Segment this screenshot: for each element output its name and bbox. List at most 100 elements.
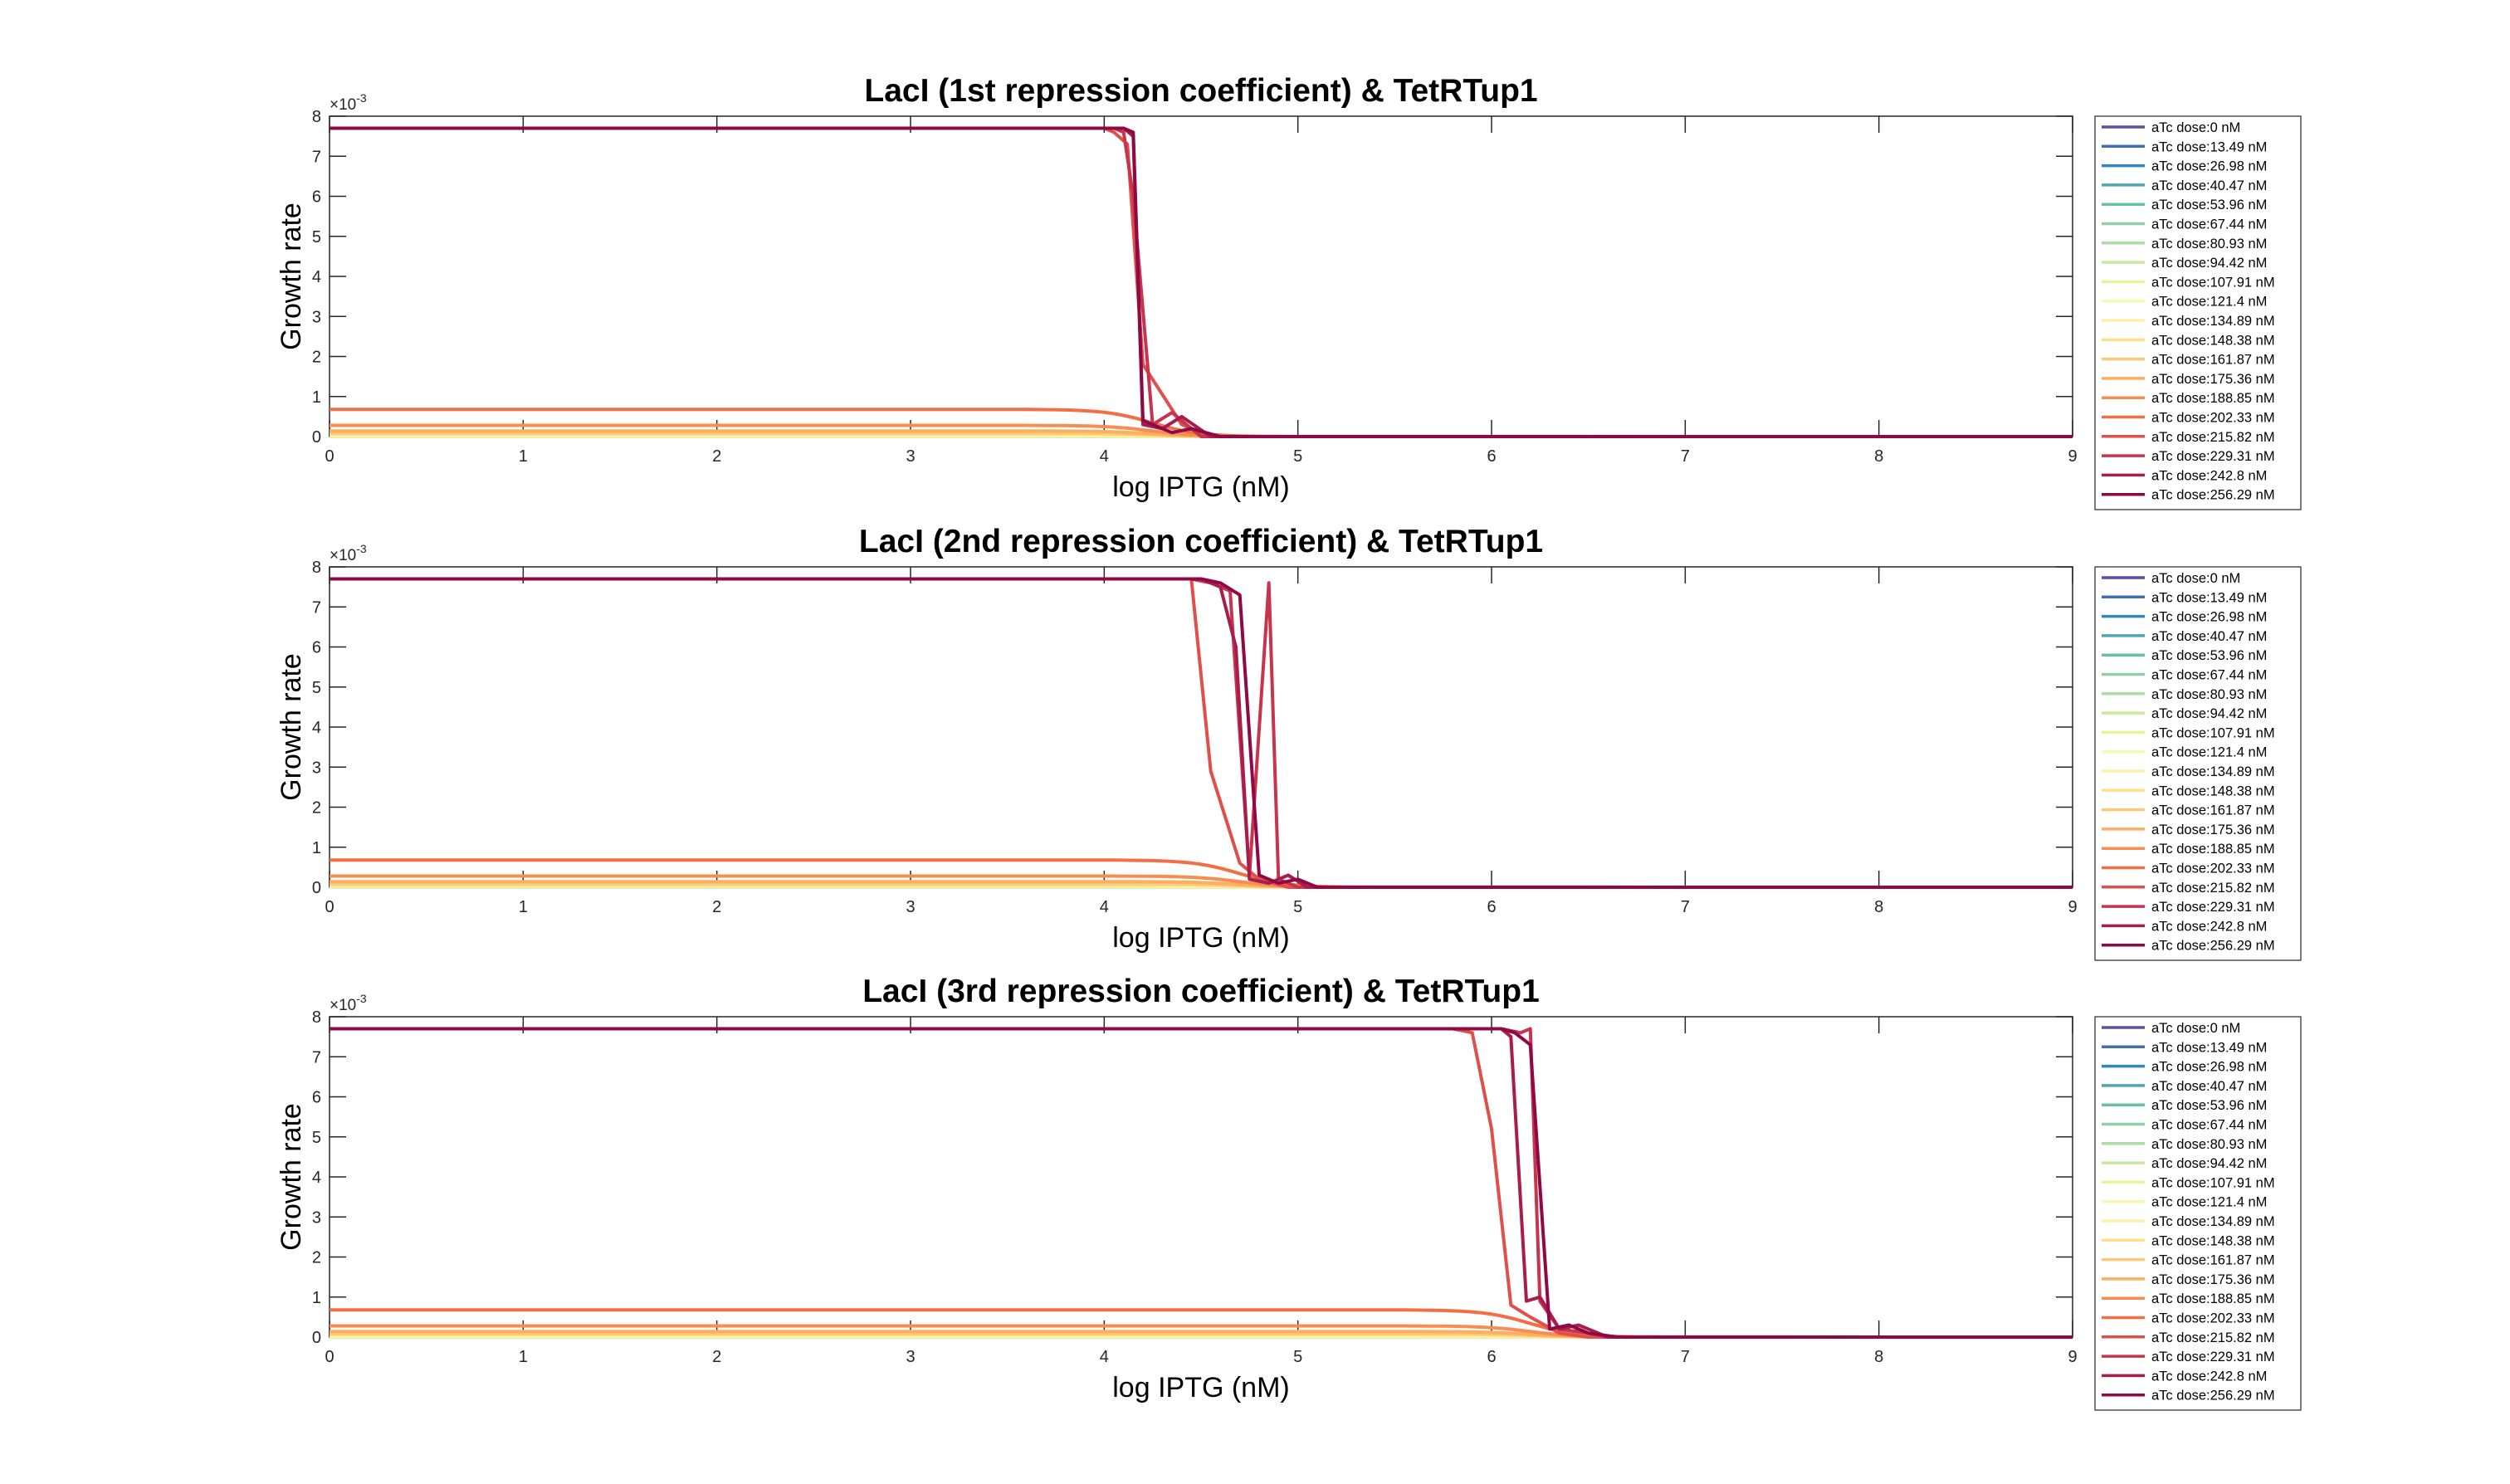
y-tick-label: 8: [312, 108, 321, 126]
x-tick-label: 9: [2068, 1348, 2077, 1366]
x-tick-label: 1: [519, 1348, 528, 1366]
x-tick-label: 8: [1874, 898, 1883, 916]
y-tick-label: 7: [312, 598, 321, 617]
x-tick-label: 5: [1293, 1348, 1302, 1366]
legend-entry: aTc dose:215.82 nM: [2151, 430, 2275, 445]
chart-panel-3: LacI (3rd repression coefficient) & TetR…: [276, 974, 2302, 1411]
legend-box: [2094, 115, 2302, 510]
y-tick-label: 4: [312, 719, 321, 737]
legend-entry: aTc dose:0 nM: [2151, 1021, 2240, 1036]
x-tick-label: 3: [906, 898, 915, 916]
legend-entry: aTc dose:26.98 nM: [2151, 610, 2267, 625]
x-tick-label: 5: [1293, 447, 1302, 466]
x-tick-label: 0: [325, 898, 334, 916]
legend-entry: aTc dose:161.87 nM: [2151, 1253, 2275, 1268]
x-tick-label: 0: [325, 447, 334, 466]
legend-entry: aTc dose:53.96 nM: [2151, 648, 2267, 663]
legend-entry: aTc dose:229.31 nM: [2151, 449, 2275, 464]
y-exponent-label: ×10-3: [330, 542, 367, 564]
legend-entry: aTc dose:80.93 nM: [2151, 1137, 2267, 1152]
legend: aTc dose:0 nM aTc dose:13.49 nM aTc dose:2…: [2094, 566, 2302, 961]
legend-entry: aTc dose:188.85 nM: [2151, 391, 2275, 406]
legend-entry: aTc dose:229.31 nM: [2151, 1350, 2275, 1364]
y-tick-label: 1: [312, 839, 321, 857]
legend-entry: aTc dose:175.36 nM: [2151, 823, 2275, 837]
legend-entry: aTc dose:256.29 nM: [2151, 488, 2275, 503]
legend-entry: aTc dose:94.42 nM: [2151, 706, 2267, 721]
series-lines: [329, 126, 2073, 438]
legend-entry: aTc dose:121.4 nM: [2151, 1195, 2267, 1210]
y-tick-label: 2: [312, 799, 321, 818]
legend-entry: aTc dose:229.31 nM: [2151, 900, 2275, 915]
x-tick-label: 1: [519, 447, 528, 466]
y-tick-label: 0: [312, 428, 321, 447]
y-tick-label: 7: [312, 148, 321, 166]
y-tick-label: 8: [312, 559, 321, 577]
legend-entry: aTc dose:242.8 nM: [2151, 468, 2267, 483]
chart-panel-1: LacI (1st repression coefficient) & TetR…: [276, 73, 2302, 510]
y-tick-label: 6: [312, 188, 321, 207]
y-axis-label: Growth rate: [276, 203, 307, 350]
legend-entry: aTc dose:13.49 nM: [2151, 139, 2267, 154]
x-axis-label: log IPTG (nM): [1112, 471, 1289, 503]
y-tick-label: 2: [312, 1249, 321, 1267]
legend-entry: aTc dose:107.91 nM: [2151, 275, 2275, 290]
y-tick-label: 1: [312, 388, 321, 407]
legend-entry: aTc dose:148.38 nM: [2151, 1233, 2275, 1248]
legend-entry: aTc dose:202.33 nM: [2151, 1311, 2275, 1326]
legend-entry: aTc dose:40.47 nM: [2151, 629, 2267, 644]
y-exponent-label: ×10-3: [330, 91, 367, 114]
y-exponent-value: -3: [356, 992, 367, 1005]
y-tick-label: 6: [312, 1089, 321, 1107]
series-lines: [329, 577, 2073, 889]
legend-entry: aTc dose:188.85 nM: [2151, 1291, 2275, 1306]
legend-entry: aTc dose:94.42 nM: [2151, 256, 2267, 271]
legend-entry: aTc dose:256.29 nM: [2151, 1389, 2275, 1403]
legend-entry: aTc dose:161.87 nM: [2151, 353, 2275, 368]
x-tick-label: 6: [1487, 898, 1496, 916]
y-exponent-value: -3: [356, 542, 367, 555]
legend-entry: aTc dose:0 nM: [2151, 120, 2240, 135]
legend: aTc dose:0 nM aTc dose:13.49 nM aTc dose:2…: [2094, 115, 2302, 510]
legend-entry: aTc dose:202.33 nM: [2151, 411, 2275, 426]
x-tick-label: 7: [1681, 447, 1690, 466]
x-axis-label: log IPTG (nM): [1112, 922, 1289, 954]
legend-entry: aTc dose:53.96 nM: [2151, 198, 2267, 212]
legend-entry: aTc dose:80.93 nM: [2151, 237, 2267, 251]
y-tick-label: 5: [312, 679, 321, 697]
chart-title: LacI (2nd repression coefficient) & TetR…: [859, 524, 1543, 559]
plot-area: [329, 1016, 2073, 1338]
legend-box: [2094, 1016, 2302, 1411]
x-tick-label: 9: [2068, 898, 2077, 916]
x-tick-label: 8: [1874, 1348, 1883, 1366]
x-tick-label: 3: [906, 447, 915, 466]
chart-title: LacI (1st repression coefficient) & TetR…: [864, 73, 1537, 109]
legend-entry: aTc dose:215.82 nM: [2151, 1330, 2275, 1345]
x-tick-label: 3: [906, 1348, 915, 1366]
y-tick-label: 6: [312, 639, 321, 657]
y-exponent-value: -3: [356, 91, 367, 105]
legend-entry: aTc dose:175.36 nM: [2151, 372, 2275, 387]
legend-entry: aTc dose:67.44 nM: [2151, 217, 2267, 232]
legend-entry: aTc dose:94.42 nM: [2151, 1156, 2267, 1171]
legend: aTc dose:0 nM aTc dose:13.49 nM aTc dose:2…: [2094, 1016, 2302, 1411]
x-tick-label: 8: [1874, 447, 1883, 466]
x-tick-label: 4: [1100, 1348, 1109, 1366]
y-tick-label: 3: [312, 308, 321, 326]
x-tick-label: 2: [712, 447, 721, 466]
y-tick-label: 4: [312, 1169, 321, 1187]
x-tick-label: 4: [1100, 447, 1109, 466]
y-tick-label: 0: [312, 879, 321, 897]
legend-entry: aTc dose:148.38 nM: [2151, 783, 2275, 798]
x-tick-label: 4: [1100, 898, 1109, 916]
legend-entry: aTc dose:188.85 nM: [2151, 842, 2275, 857]
legend-entry: aTc dose:121.4 nM: [2151, 295, 2267, 310]
legend-entry: aTc dose:215.82 nM: [2151, 881, 2275, 896]
x-tick-label: 2: [712, 898, 721, 916]
legend-entry: aTc dose:40.47 nM: [2151, 178, 2267, 193]
legend-entry: aTc dose:67.44 nM: [2151, 1118, 2267, 1133]
series-lines: [329, 1027, 2073, 1339]
legend-entry: aTc dose:121.4 nM: [2151, 745, 2267, 760]
legend-entry: aTc dose:53.96 nM: [2151, 1098, 2267, 1113]
x-tick-label: 1: [519, 898, 528, 916]
